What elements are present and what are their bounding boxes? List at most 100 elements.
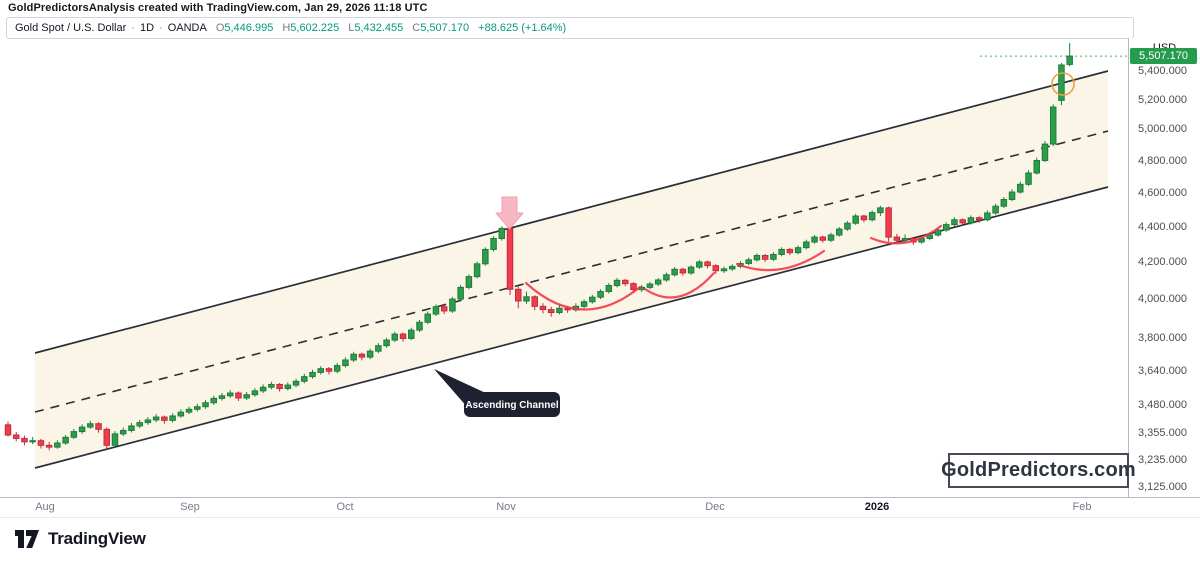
candle-body (333, 365, 341, 372)
current-price-badge: 5,507.170 (1130, 48, 1197, 65)
candle-body (210, 397, 217, 404)
candle-body (712, 265, 720, 272)
candle-body (967, 217, 975, 224)
candle-body (597, 291, 604, 298)
low-value: 5,432.455 (354, 22, 404, 34)
candle-body (852, 215, 859, 224)
candle-body (350, 353, 357, 361)
candle-body (169, 415, 176, 421)
candle-body (1008, 191, 1016, 201)
candle-body (893, 236, 901, 241)
price-tick: 3,800.000 (1138, 332, 1187, 345)
candle-body (1025, 172, 1032, 185)
candle-body (827, 234, 835, 241)
candle-body (391, 333, 399, 341)
candle-body (531, 296, 538, 307)
price-tick: 3,125.000 (1138, 480, 1187, 493)
candle-body (803, 241, 810, 249)
candle-body (87, 423, 94, 428)
candle-body (860, 215, 868, 221)
candle-body (161, 416, 168, 421)
price-chart[interactable]: Ascending Channel (0, 38, 1128, 497)
time-axis[interactable]: Aug Sep Oct Nov Dec 2026 Feb (0, 497, 1200, 518)
symbol-name: Gold Spot / U.S. Dollar (15, 22, 127, 34)
candle-body (605, 285, 613, 293)
candle-body (383, 339, 390, 347)
candle-body (630, 283, 637, 291)
price-tick: 4,400.000 (1138, 220, 1187, 233)
rounding-bottom-arc[interactable] (524, 281, 642, 311)
candle-body (835, 228, 843, 236)
candle-body (29, 440, 36, 443)
candle-body (770, 253, 777, 260)
price-tick: 3,235.000 (1138, 454, 1187, 467)
candle-body (144, 419, 152, 424)
price-axis[interactable]: USD 5,400.0005,200.0005,000.0004,800.000… (1129, 38, 1200, 497)
candle-body (70, 431, 78, 438)
down-arrow-marker[interactable] (495, 196, 524, 230)
candle-body (539, 305, 547, 311)
candle-body (580, 301, 588, 307)
candle-body (259, 386, 267, 392)
channel-middle-line[interactable] (34, 130, 1109, 413)
candle-body (1041, 143, 1049, 162)
candle-body (811, 236, 818, 243)
close-label: C (412, 22, 421, 34)
candle-body (786, 248, 794, 254)
candle-body (1017, 183, 1024, 193)
candle-body (408, 329, 415, 339)
change-value: +88.625 (+1.64%) (478, 22, 567, 34)
candle-body (457, 286, 464, 300)
separator-dot: · (159, 22, 163, 34)
candle-body (515, 288, 522, 302)
rounding-bottom-arc[interactable] (869, 224, 943, 245)
candle-body (1066, 55, 1073, 65)
candle-body (523, 296, 530, 302)
candle-body (276, 383, 283, 390)
candle-body (136, 422, 143, 427)
candle-body (482, 248, 489, 265)
candle-body (12, 434, 20, 439)
candle-body (45, 444, 53, 448)
high-label: H (282, 22, 291, 34)
candle-body (704, 261, 711, 267)
channel-upper-line[interactable] (34, 70, 1109, 354)
candle-body (942, 224, 950, 231)
callout-box[interactable] (464, 392, 560, 417)
high-value: 5,602.225 (290, 22, 340, 34)
candle-body (243, 394, 250, 399)
candle-body (449, 298, 456, 312)
candle-body (292, 380, 300, 386)
candle-body (975, 217, 983, 221)
candle-body (498, 227, 506, 239)
rounding-bottom-arc[interactable] (643, 271, 716, 299)
candle-body (687, 266, 695, 274)
rounding-bottom-arc[interactable] (735, 249, 826, 272)
candle-body (934, 229, 942, 236)
candle-body (78, 426, 86, 433)
exchange-label: OANDA (167, 22, 207, 34)
candle-body (226, 392, 234, 397)
time-tick-nov: Nov (496, 501, 516, 513)
candle-body (745, 259, 752, 264)
candle-body (218, 395, 226, 399)
candle-body (375, 345, 382, 352)
time-tick-dec: Dec (705, 501, 725, 513)
candle-body (177, 411, 185, 417)
tradingview-logo[interactable]: TradingView (14, 528, 146, 550)
symbol-legend[interactable]: Gold Spot / U.S. Dollar · 1D · OANDA O 5… (6, 17, 1134, 39)
tradingview-logo-icon (15, 530, 39, 548)
candle-body (325, 368, 333, 372)
open-label: O (215, 22, 225, 34)
candle-body (761, 255, 769, 260)
candle-body (679, 268, 687, 274)
candle-body (358, 353, 366, 358)
candle-body (646, 283, 654, 288)
candle-body (309, 371, 316, 378)
candle-body (185, 408, 193, 413)
price-tick: 3,480.000 (1138, 398, 1187, 411)
candle-body (613, 279, 621, 287)
highlight-circle[interactable] (1051, 72, 1075, 96)
callout-label: Ascending Channel (465, 400, 559, 411)
